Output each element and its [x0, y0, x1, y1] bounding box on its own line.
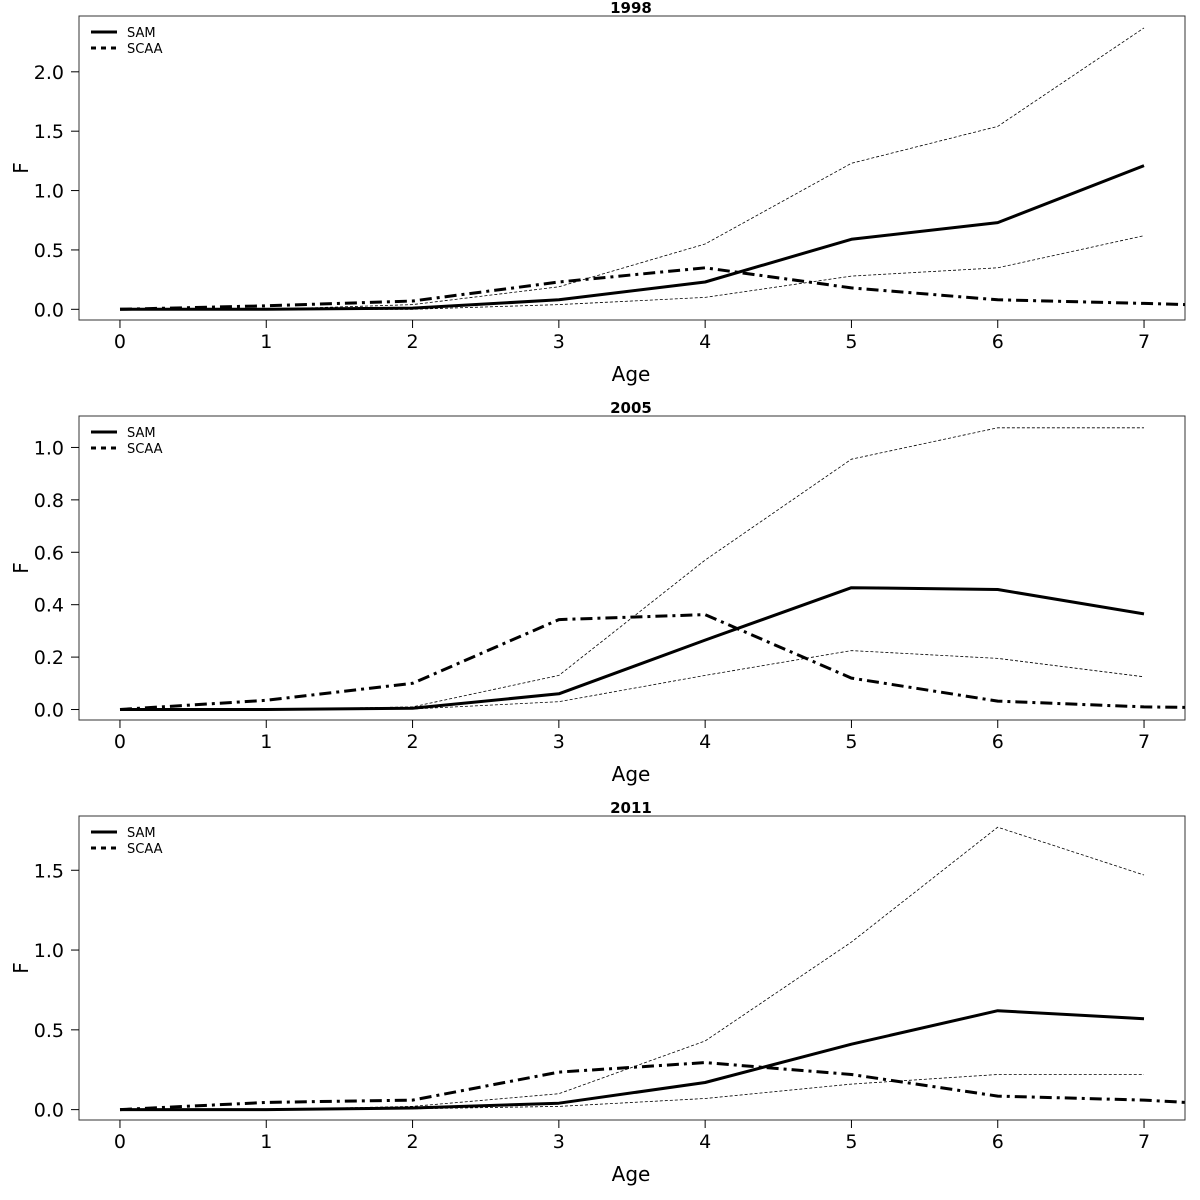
y-tick-label: 0.4 — [34, 595, 64, 617]
x-tick-label: 0 — [114, 1131, 126, 1153]
x-tick-label: 0 — [114, 331, 126, 353]
legend-label-scaa: SCAA — [127, 842, 163, 857]
y-tick-label: 1.5 — [34, 860, 64, 882]
series-line-scaa — [119, 613, 1186, 711]
x-tick-label: 5 — [845, 1131, 857, 1153]
plot-frame — [78, 415, 1186, 721]
legend-label-sam: SAM — [127, 826, 156, 841]
y-tick-label: 1.0 — [34, 940, 64, 962]
series-line-scaa — [119, 266, 1186, 311]
panel-title: 2005 — [610, 399, 652, 417]
x-tick-label: 2 — [407, 1131, 419, 1153]
x-tick-label: 1 — [260, 731, 272, 753]
y-tick-label: 0.5 — [34, 1020, 64, 1042]
chart-panel-2005: 2005 0 1 2 3 4 5 6 7 0.0 0.2 0.4 0.6 0.8 1.0 Age F SAMSCA… — [9, 399, 1186, 786]
x-tick-label: 1 — [260, 331, 272, 353]
panel-title: 2011 — [610, 799, 652, 817]
x-tick-label: 6 — [992, 1131, 1004, 1153]
x-tick-label: 3 — [553, 1131, 565, 1153]
y-tick-label: 1.0 — [34, 181, 64, 203]
x-tick-label: 4 — [699, 331, 711, 353]
x-tick-label: 3 — [553, 731, 565, 753]
x-tick-label: 5 — [845, 331, 857, 353]
x-axis-label: Age — [612, 362, 651, 386]
confidence-bound-line — [120, 27, 1145, 310]
y-tick-label: 0.0 — [34, 299, 64, 321]
series-line-sam — [120, 586, 1145, 711]
legend-label-sam: SAM — [127, 26, 156, 41]
x-axis-label: Age — [612, 1162, 651, 1186]
y-tick-label: 0.2 — [34, 647, 64, 669]
panel-title: 1998 — [610, 0, 652, 17]
y-tick-label: 0.6 — [34, 542, 64, 564]
x-tick-label: 4 — [699, 1131, 711, 1153]
y-tick-label: 0.5 — [34, 240, 64, 262]
y-tick-label: 0.0 — [34, 700, 64, 722]
x-tick-label: 7 — [1138, 1131, 1150, 1153]
series-line-sam — [120, 1009, 1145, 1112]
confidence-bound-line — [120, 826, 1145, 1110]
x-tick-label: 5 — [845, 731, 857, 753]
confidence-bound-line — [120, 235, 1145, 310]
series-line-sam — [120, 164, 1145, 311]
y-tick-label: 1.5 — [34, 121, 64, 143]
y-axis-label: F — [9, 162, 33, 174]
x-tick-label: 6 — [992, 731, 1004, 753]
x-tick-label: 4 — [699, 731, 711, 753]
y-tick-label: 2.0 — [34, 62, 64, 84]
x-tick-label: 7 — [1138, 331, 1150, 353]
x-tick-label: 6 — [992, 331, 1004, 353]
y-tick-label: 0.8 — [34, 490, 64, 512]
y-axis-label: F — [9, 962, 33, 974]
x-tick-label: 2 — [407, 731, 419, 753]
y-tick-label: 1.0 — [34, 437, 64, 459]
legend-label-sam: SAM — [127, 426, 156, 441]
x-axis-label: Age — [612, 762, 651, 786]
plot-frame — [78, 15, 1186, 321]
series-line-scaa — [119, 1061, 1186, 1112]
x-tick-label: 0 — [114, 731, 126, 753]
x-tick-label: 7 — [1138, 731, 1150, 753]
legend-label-scaa: SCAA — [127, 442, 163, 457]
x-tick-label: 1 — [260, 1131, 272, 1153]
y-axis-label: F — [9, 562, 33, 574]
plot-frame — [78, 815, 1186, 1121]
x-tick-label: 2 — [407, 331, 419, 353]
x-tick-label: 3 — [553, 331, 565, 353]
y-tick-label: 0.0 — [34, 1100, 64, 1122]
legend-label-scaa: SCAA — [127, 42, 163, 57]
